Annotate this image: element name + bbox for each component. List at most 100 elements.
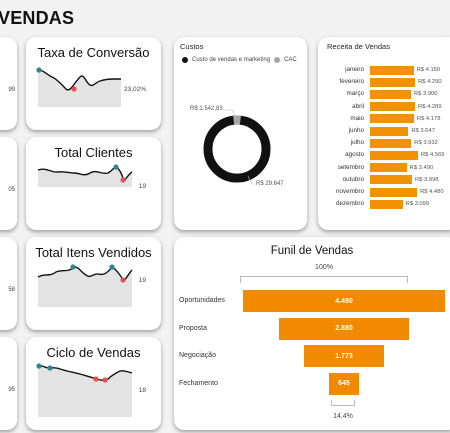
receita-month-label: setembro [337,163,364,171]
legend-label-custo: Custo de vendas e marketing [192,57,271,63]
receita-title: Receita de Vendas [327,42,390,51]
receita-row: julho R$ 3.932 [318,137,450,149]
receita-value-label: R$ 4.289 [418,103,442,110]
funil-card[interactable]: Funil de Vendas 100% Oportunidades 4.490 P… [174,237,450,430]
funil-stage-label: Oportunidades [179,297,225,304]
receita-bar[interactable] [370,77,416,87]
receita-value-label: R$ 4.480 [420,189,444,195]
receita-month-label: julho [350,139,364,147]
funil-top-pct: 100% [315,264,333,271]
receita-bar[interactable] [370,187,418,197]
custos-card[interactable]: Custos Custo de vendas e marketing CAC R… [174,37,307,230]
sparkline-max-marker [113,164,119,170]
kpi-title: Total Itens Vendidos [35,245,152,260]
sparkline-min-marker [102,377,108,383]
sparkline-area [38,365,132,417]
receita-row: janeiro R$ 4.150 [318,64,450,76]
receita-bar[interactable] [370,150,418,160]
receita-value-label: R$ 3.998 [415,176,439,183]
receita-bar[interactable] [370,65,414,75]
edge-card-3: 58 [0,237,17,330]
sparkline-min-marker [120,277,126,283]
sparkline-max-marker [36,67,42,73]
receita-month-label: março [346,90,365,98]
receita-row: abril R$ 4.289 [318,101,450,113]
receita-bar[interactable] [370,126,409,136]
receita-row: fevereiro R$ 4.290 [318,76,450,88]
sparkline-area [38,167,132,187]
receita-row: novembro R$ 4.480 [318,186,450,198]
receita-value-label: R$ 3.932 [414,140,438,147]
receita-bar[interactable] [370,175,412,185]
custos-donut-chart [203,109,271,185]
receita-value-label: R$ 3.900 [413,91,438,98]
receita-row: agosto R$ 4.569 [318,149,450,161]
funil-stage-bar[interactable]: 2.880 [279,317,409,340]
funil-stage-label: Fechamento [179,379,218,387]
funil-top-line [240,276,408,283]
custos-label-custo: R$ 29.647 [256,181,284,187]
receita-card[interactable]: Receita de Vendas janeiro R$ 4.150 feverei… [318,37,450,230]
receita-month-label: novembro [335,188,364,195]
receita-month-label: maio [350,114,364,122]
receita-bar[interactable] [370,163,407,173]
receita-bar[interactable] [370,138,412,148]
sparkline-area [38,266,132,307]
custos-label-cac: R$ 1.542,83 [190,106,223,112]
legend-label-cac: CAC [284,57,297,63]
receita-row: dezembro R$ 3.099 [318,198,450,210]
funil-stage-label: Proposta [179,324,208,332]
receita-bar[interactable] [370,114,414,124]
kpi-value: 23,02% [123,86,146,93]
custos-legend: Custo de vendas e marketing CAC [182,57,297,63]
edge-card-value: 99 [8,87,15,93]
legend-dot-cac [274,57,281,63]
sparkline-chart [37,164,133,187]
funil-stage-bar[interactable]: 1.773 [304,345,384,367]
receita-bar[interactable] [370,199,403,209]
kpi-value: 19 [138,277,146,284]
funil-bottom-pct: 14,4% [333,413,353,420]
receita-value-label: R$ 4.290 [418,79,442,86]
receita-month-label: janeiro [345,66,364,73]
receita-value-label: R$ 4.569 [421,152,445,159]
receita-row: setembro R$ 3.490 [318,162,450,174]
sparkline-chart [36,363,133,417]
receita-row: outubro R$ 3.998 [318,174,450,186]
kpi-card-total-itens[interactable]: Total Itens Vendidos 19 [26,237,161,330]
receita-month-label: agosto [345,151,364,159]
sparkline-line [37,68,121,91]
kpi-card-taxa-conversao[interactable]: Taxa de Conversão 23,02% [26,37,161,130]
kpi-value: 19 [138,183,146,190]
sparkline-chart [37,264,133,307]
custos-title: Custos [180,42,204,51]
funil-stage-bar[interactable]: 645 [329,372,359,395]
sparkline-max-marker [36,363,42,369]
receita-month-label: dezembro [335,200,364,208]
leader-line-cac [225,109,236,118]
receita-month-label: fevereiro [339,78,365,86]
receita-bar[interactable] [370,102,416,112]
receita-row: março R$ 3.900 [318,88,450,100]
receita-row: junho R$ 3.647 [318,125,450,137]
funil-stage-bar[interactable]: 4.490 [243,290,445,312]
sparkline-min-marker [93,376,99,382]
receita-bar[interactable] [370,89,411,99]
kpi-title: Total Clientes [54,145,133,160]
sparkline-max-marker [70,264,76,270]
sparkline-max-marker [47,365,53,371]
donut-custo-arc [203,115,271,183]
legend-dot-custo [182,57,188,63]
page-title: VENDAS [0,8,75,28]
funil-title: Funil de Vendas [270,245,354,257]
receita-month-label: outubro [342,175,364,183]
receita-value-label: R$ 4.178 [416,115,441,122]
kpi-value: 18 [138,387,146,394]
sparkline-min-marker [71,86,77,92]
edge-card-4: 95 [0,337,17,430]
edge-card-2: 05 [0,137,17,230]
edge-card-value: 95 [8,387,15,393]
kpi-card-ciclo-vendas[interactable]: Ciclo de Vendas 18 [26,337,161,430]
kpi-card-total-clientes[interactable]: Total Clientes 19 [26,137,161,230]
sparkline-chart [36,67,121,107]
